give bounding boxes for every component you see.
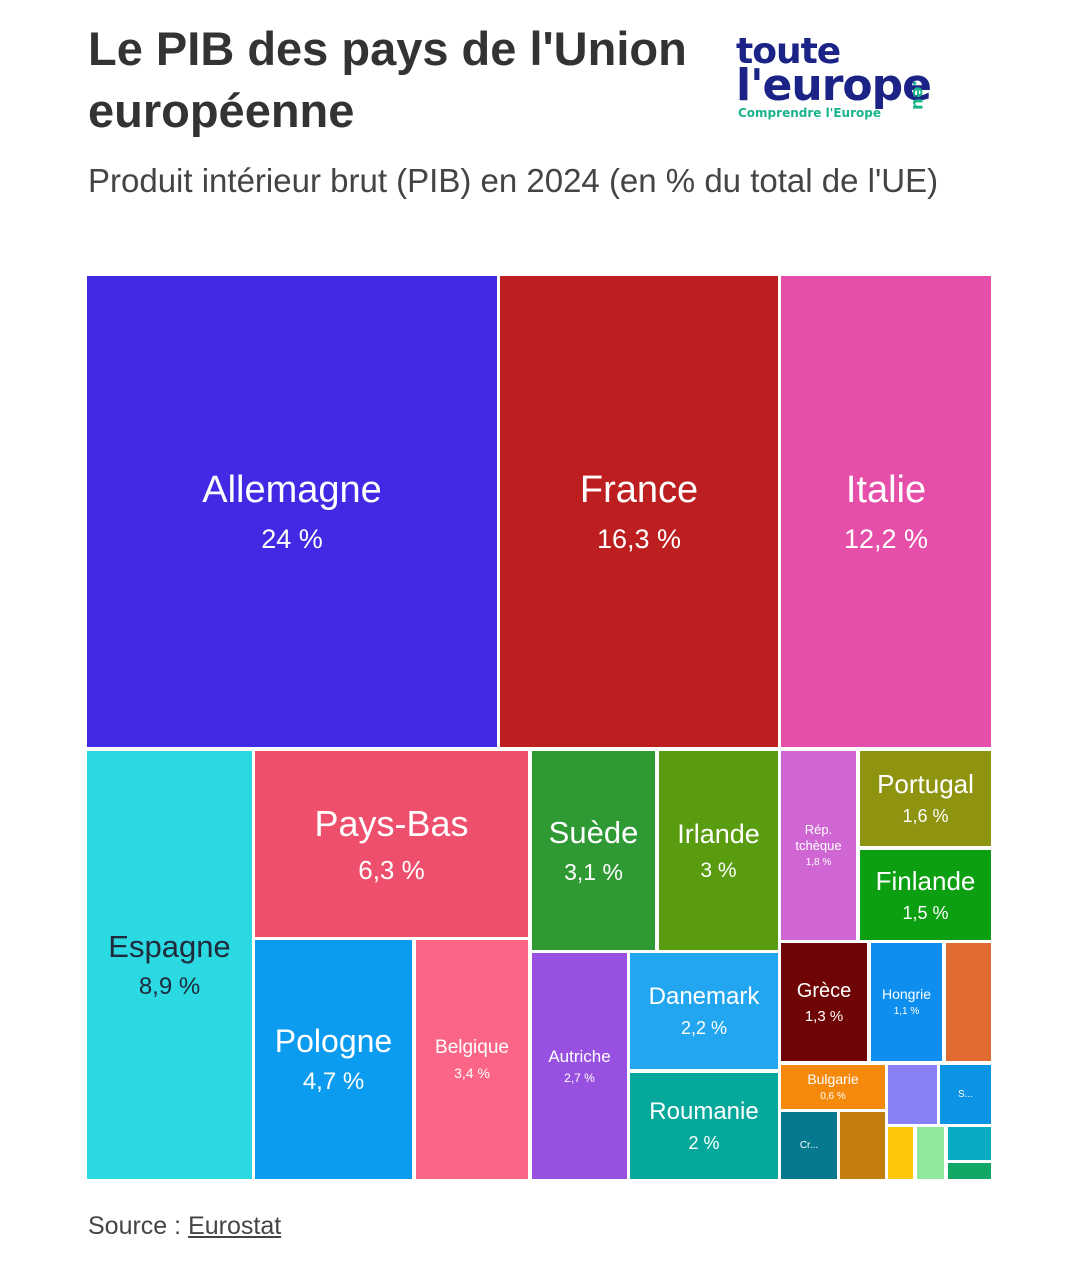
treemap-tile-allemagne[interactable]: Allemagne 24 % bbox=[87, 276, 497, 747]
treemap-tile-rep-tcheque[interactable]: Rép. tchèque 1,8 % bbox=[781, 751, 856, 940]
treemap-tile-tile-23[interactable] bbox=[888, 1127, 913, 1179]
tile-name-autriche: Autriche bbox=[548, 1046, 611, 1066]
tile-value-danemark: 2,2 % bbox=[680, 1017, 728, 1038]
treemap-tile-suede[interactable]: Suède 3,1 % bbox=[532, 751, 655, 950]
tile-value-roumanie: 2 % bbox=[688, 1132, 720, 1153]
tile-value-pays-bas: 6,3 % bbox=[358, 854, 425, 885]
tile-value-bulgarie: 0,6 % bbox=[820, 1091, 846, 1103]
tile-name-espagne: Espagne bbox=[108, 929, 231, 964]
tile-name-belgique: Belgique bbox=[435, 1037, 509, 1059]
tile-name-hongrie: Hongrie bbox=[881, 985, 932, 1002]
treemap-tile-portugal[interactable]: Portugal 1,6 % bbox=[860, 751, 991, 846]
tile-value-espagne: 8,9 % bbox=[138, 973, 201, 1001]
treemap-tile-pays-bas[interactable]: Pays-Bas 6,3 % bbox=[255, 751, 528, 937]
treemap-tile-grece[interactable]: Grèce 1,3 % bbox=[781, 943, 867, 1061]
chart-title: Le PIB des pays de l'Union européenne bbox=[88, 22, 687, 137]
treemap-tile-tile-21[interactable] bbox=[888, 1065, 937, 1124]
tile-value-irlande: 3 % bbox=[700, 858, 737, 882]
tile-name-rep-tcheque: Rép. tchèque bbox=[795, 821, 842, 853]
treemap-tile-roumanie[interactable]: Roumanie 2 % bbox=[630, 1073, 778, 1179]
treemap-tile-france[interactable]: France 16,3 % bbox=[500, 276, 778, 747]
treemap-tile-danemark[interactable]: Danemark 2,2 % bbox=[630, 953, 778, 1069]
treemap-tile-finlande[interactable]: Finlande 1,5 % bbox=[860, 850, 991, 940]
tile-name-finlande: Finlande bbox=[875, 865, 976, 896]
tile-value-pologne: 4,7 % bbox=[302, 1068, 365, 1096]
treemap-tile-tile-26[interactable] bbox=[948, 1163, 991, 1179]
source-prefix: Source : bbox=[88, 1212, 189, 1240]
tile-name-cr: Cr... bbox=[799, 1139, 819, 1151]
tile-value-allemagne: 24 % bbox=[261, 523, 323, 554]
treemap-tile-s[interactable]: S... bbox=[940, 1065, 991, 1124]
tile-name-s: S... bbox=[957, 1088, 973, 1100]
tile-name-allemagne: Allemagne bbox=[202, 469, 382, 511]
tile-value-grece: 1,3 % bbox=[804, 1007, 844, 1025]
treemap-tile-bulgarie[interactable]: Bulgarie 0,6 % bbox=[781, 1065, 885, 1109]
tile-name-roumanie: Roumanie bbox=[649, 1097, 759, 1125]
tile-name-suede: Suède bbox=[548, 815, 639, 851]
source-link[interactable]: Eurostat bbox=[188, 1212, 282, 1240]
treemap-tile-hongrie[interactable]: Hongrie 1,1 % bbox=[871, 943, 942, 1061]
tile-value-france: 16,3 % bbox=[596, 523, 682, 554]
chart-subtitle: Produit intérieur brut (PIB) en 2024 (en… bbox=[88, 162, 939, 199]
treemap-tile-belgique[interactable]: Belgique 3,4 % bbox=[416, 940, 528, 1179]
tile-name-italie: Italie bbox=[845, 469, 927, 511]
tile-value-finlande: 1,5 % bbox=[902, 902, 949, 923]
tile-name-portugal: Portugal bbox=[877, 769, 974, 800]
treemap-tile-tile-20[interactable] bbox=[946, 943, 991, 1061]
tile-value-autriche: 2,7 % bbox=[564, 1071, 595, 1085]
logo-tagline: Comprendre l'Europe bbox=[738, 106, 881, 120]
tile-value-hongrie: 1,1 % bbox=[893, 1006, 920, 1018]
tile-name-pays-bas: Pays-Bas bbox=[314, 803, 469, 845]
tile-name-irlande: Irlande bbox=[677, 819, 760, 850]
treemap-tile-tile-24[interactable] bbox=[917, 1127, 944, 1179]
tile-value-italie: 12,2 % bbox=[843, 523, 929, 554]
tile-name-pologne: Pologne bbox=[274, 1022, 393, 1059]
tile-value-rep-tcheque: 1,8 % bbox=[805, 857, 832, 869]
source-note: Source : Eurostat bbox=[88, 1212, 281, 1241]
tile-name-grece: Grèce bbox=[796, 979, 852, 1002]
treemap-tile-espagne[interactable]: Espagne 8,9 % bbox=[87, 751, 252, 1179]
treemap-tile-tile-25[interactable] bbox=[948, 1127, 991, 1160]
toute-leurope-logo[interactable]: toute l'europe .eu Comprendre l'Europe bbox=[736, 32, 976, 127]
tile-name-france: France bbox=[579, 469, 699, 511]
tile-value-belgique: 3,4 % bbox=[454, 1065, 490, 1081]
treemap-tile-tile-22[interactable] bbox=[840, 1112, 885, 1179]
tile-value-suede: 3,1 % bbox=[564, 859, 623, 886]
treemap-tile-cr[interactable]: Cr... bbox=[781, 1112, 837, 1179]
tile-name-bulgarie: Bulgarie bbox=[807, 1070, 859, 1087]
tile-value-portugal: 1,6 % bbox=[902, 806, 949, 827]
tile-name-danemark: Danemark bbox=[648, 982, 760, 1010]
treemap-tile-pologne[interactable]: Pologne 4,7 % bbox=[255, 940, 412, 1179]
treemap-tile-italie[interactable]: Italie 12,2 % bbox=[781, 276, 991, 747]
treemap-tile-autriche[interactable]: Autriche 2,7 % bbox=[532, 953, 627, 1179]
logo-line1: toute bbox=[736, 31, 841, 72]
treemap-tile-irlande[interactable]: Irlande 3 % bbox=[659, 751, 778, 950]
logo-line2: l'europe bbox=[736, 60, 932, 111]
